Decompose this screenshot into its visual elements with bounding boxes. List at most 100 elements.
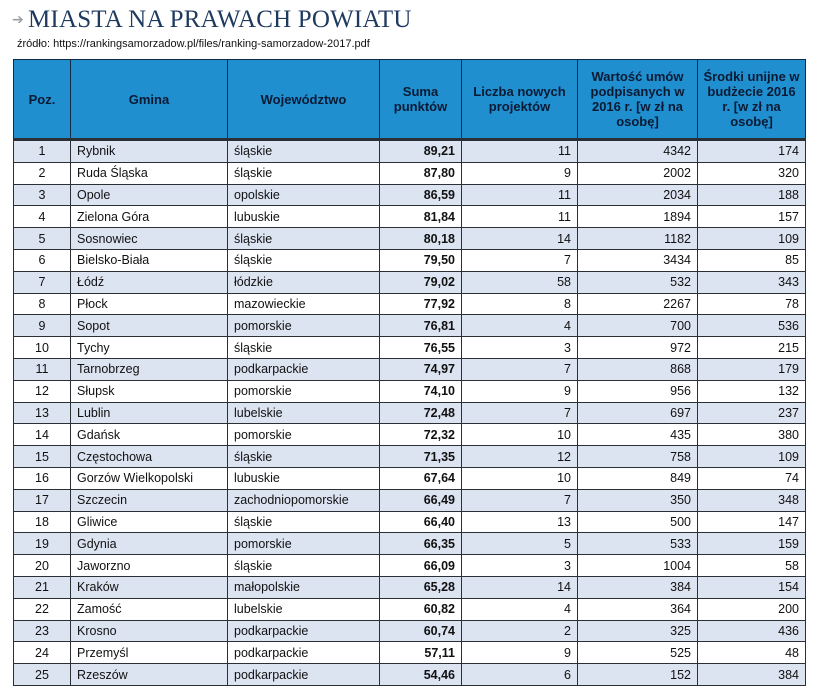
cell-liczba-projektow: 4 <box>461 314 578 338</box>
cell-pos: 3 <box>13 183 71 207</box>
cell-liczba-projektow: 3 <box>461 554 578 577</box>
cell-srodki-unijne: 157 <box>697 205 806 229</box>
cell-wojewodztwo: pomorskie <box>227 314 380 338</box>
cell-gmina: Ruda Śląska <box>70 161 228 185</box>
cell-pos: 15 <box>13 445 71 468</box>
cell-gmina: Gdynia <box>70 532 228 556</box>
cell-gmina: Lublin <box>70 401 228 425</box>
header-srodki-unijne: Środki unijne w budżecie 2016 r. [w zł n… <box>697 59 806 140</box>
cell-liczba-projektow: 13 <box>461 510 578 534</box>
cell-liczba-projektow: 10 <box>461 466 578 490</box>
cell-pos: 10 <box>13 336 71 359</box>
cell-pos: 17 <box>13 488 71 512</box>
cell-wojewodztwo: pomorskie <box>227 379 380 403</box>
cell-wartosc-umow: 2267 <box>577 292 698 316</box>
header-gmina: Gmina <box>70 59 228 140</box>
table-row: 14 Gdańsk pomorskie 72,32 10 435 380 <box>13 423 806 447</box>
cell-wojewodztwo: łódzkie <box>227 270 380 294</box>
cell-suma-punktow: 76,55 <box>379 336 462 359</box>
cell-wojewodztwo: śląskie <box>227 510 380 534</box>
cell-pos: 6 <box>13 248 71 272</box>
cell-gmina: Szczecin <box>70 488 228 512</box>
cell-wartosc-umow: 1182 <box>577 227 698 250</box>
cell-gmina: Sosnowiec <box>70 227 228 250</box>
table-row: 23 Krosno podkarpackie 60,74 2 325 436 <box>13 619 806 643</box>
cell-srodki-unijne: 132 <box>697 379 806 403</box>
cell-liczba-projektow: 12 <box>461 445 578 468</box>
cell-liczba-projektow: 11 <box>461 205 578 229</box>
cell-liczba-projektow: 9 <box>461 161 578 185</box>
cell-srodki-unijne: 154 <box>697 575 806 599</box>
cell-pos: 1 <box>13 138 71 163</box>
table-row: 1 Rybnik śląskie 89,21 11 4342 174 <box>13 138 806 163</box>
table-row: 25 Rzeszów podkarpackie 54,46 6 152 384 <box>13 663 806 686</box>
cell-wojewodztwo: małopolskie <box>227 575 380 599</box>
cell-gmina: Gliwice <box>70 510 228 534</box>
cell-srodki-unijne: 215 <box>697 336 806 359</box>
cell-srodki-unijne: 174 <box>697 138 806 163</box>
cell-wartosc-umow: 435 <box>577 423 698 447</box>
cell-wojewodztwo: lubuskie <box>227 205 380 229</box>
cell-gmina: Gorzów Wielkopolski <box>70 466 228 490</box>
cell-wojewodztwo: lubelskie <box>227 597 380 621</box>
cell-wartosc-umow: 364 <box>577 597 698 621</box>
cell-suma-punktow: 57,11 <box>379 641 462 665</box>
cell-gmina: Tarnobrzeg <box>70 357 228 381</box>
cell-liczba-projektow: 8 <box>461 292 578 316</box>
table-body: 1 Rybnik śląskie 89,21 11 4342 174 2 Ruda Śląska… <box>13 138 806 686</box>
cell-pos: 16 <box>13 466 71 490</box>
table-row: 11 Tarnobrzeg podkarpackie 74,97 7 868 179 <box>13 357 806 381</box>
table-row: 19 Gdynia pomorskie 66,35 5 533 159 <box>13 532 806 556</box>
cell-liczba-projektow: 7 <box>461 357 578 381</box>
cell-gmina: Kraków <box>70 575 228 599</box>
cell-wojewodztwo: mazowieckie <box>227 292 380 316</box>
cell-wartosc-umow: 956 <box>577 379 698 403</box>
table-row: 7 Łódź łódzkie 79,02 58 532 343 <box>13 270 806 294</box>
cell-wojewodztwo: zachodniopomorskie <box>227 488 380 512</box>
cell-gmina: Płock <box>70 292 228 316</box>
cell-wojewodztwo: podkarpackie <box>227 663 380 686</box>
cell-wartosc-umow: 525 <box>577 641 698 665</box>
cell-liczba-projektow: 14 <box>461 227 578 250</box>
cell-pos: 14 <box>13 423 71 447</box>
table-row: 10 Tychy śląskie 76,55 3 972 215 <box>13 336 806 359</box>
cell-gmina: Jaworzno <box>70 554 228 577</box>
cell-srodki-unijne: 74 <box>697 466 806 490</box>
cell-liczba-projektow: 4 <box>461 597 578 621</box>
cell-pos: 8 <box>13 292 71 316</box>
cell-srodki-unijne: 536 <box>697 314 806 338</box>
table-row: 18 Gliwice śląskie 66,40 13 500 147 <box>13 510 806 534</box>
cell-wartosc-umow: 2002 <box>577 161 698 185</box>
cell-wojewodztwo: śląskie <box>227 445 380 468</box>
cell-gmina: Częstochowa <box>70 445 228 468</box>
cell-srodki-unijne: 436 <box>697 619 806 643</box>
table-row: 16 Gorzów Wielkopolski lubuskie 67,64 10 849 7… <box>13 466 806 490</box>
cell-suma-punktow: 60,74 <box>379 619 462 643</box>
cell-wartosc-umow: 500 <box>577 510 698 534</box>
cell-wartosc-umow: 1004 <box>577 554 698 577</box>
cell-liczba-projektow: 58 <box>461 270 578 294</box>
cell-liczba-projektow: 5 <box>461 532 578 556</box>
cell-gmina: Sopot <box>70 314 228 338</box>
table-row: 24 Przemyśl podkarpackie 57,11 9 525 48 <box>13 641 806 665</box>
cell-suma-punktow: 77,92 <box>379 292 462 316</box>
cell-suma-punktow: 72,32 <box>379 423 462 447</box>
cell-pos: 7 <box>13 270 71 294</box>
cell-srodki-unijne: 109 <box>697 227 806 250</box>
table-row: 6 Bielsko-Biała śląskie 79,50 7 3434 85 <box>13 248 806 272</box>
cell-pos: 19 <box>13 532 71 556</box>
cell-gmina: Zamość <box>70 597 228 621</box>
table-row: 2 Ruda Śląska śląskie 87,80 9 2002 320 <box>13 161 806 185</box>
cell-wartosc-umow: 697 <box>577 401 698 425</box>
table-row: 4 Zielona Góra lubuskie 81,84 11 1894 157 <box>13 205 806 229</box>
cell-gmina: Krosno <box>70 619 228 643</box>
cell-suma-punktow: 67,64 <box>379 466 462 490</box>
cell-pos: 21 <box>13 575 71 599</box>
cell-wojewodztwo: śląskie <box>227 554 380 577</box>
cell-wojewodztwo: śląskie <box>227 138 380 163</box>
table-row: 8 Płock mazowieckie 77,92 8 2267 78 <box>13 292 806 316</box>
header-pos: Poz. <box>13 59 71 140</box>
header-liczba-projektow: Liczba nowych projektów <box>461 59 578 140</box>
cell-wartosc-umow: 384 <box>577 575 698 599</box>
header-wojewodztwo: Województwo <box>227 59 380 140</box>
